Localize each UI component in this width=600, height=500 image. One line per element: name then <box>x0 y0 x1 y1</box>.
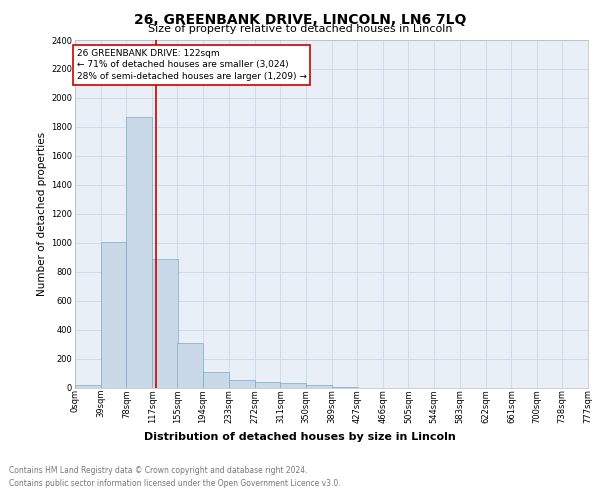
Text: 26 GREENBANK DRIVE: 122sqm
← 71% of detached houses are smaller (3,024)
28% of s: 26 GREENBANK DRIVE: 122sqm ← 71% of deta… <box>77 48 307 82</box>
Text: Distribution of detached houses by size in Lincoln: Distribution of detached houses by size … <box>144 432 456 442</box>
Bar <box>229 380 254 388</box>
Bar <box>203 372 229 388</box>
Text: Contains public sector information licensed under the Open Government Licence v3: Contains public sector information licen… <box>9 479 341 488</box>
Y-axis label: Number of detached properties: Number of detached properties <box>37 132 47 296</box>
Bar <box>101 242 127 388</box>
Text: Contains HM Land Registry data © Crown copyright and database right 2024.: Contains HM Land Registry data © Crown c… <box>9 466 308 475</box>
Bar <box>306 386 332 388</box>
Bar <box>280 383 306 388</box>
Bar <box>127 116 152 388</box>
Bar <box>332 387 358 388</box>
Bar <box>75 384 101 388</box>
Text: Size of property relative to detached houses in Lincoln: Size of property relative to detached ho… <box>148 24 452 34</box>
Text: 26, GREENBANK DRIVE, LINCOLN, LN6 7LQ: 26, GREENBANK DRIVE, LINCOLN, LN6 7LQ <box>134 12 466 26</box>
Bar <box>152 258 178 388</box>
Bar <box>254 382 280 388</box>
Bar <box>178 344 203 388</box>
